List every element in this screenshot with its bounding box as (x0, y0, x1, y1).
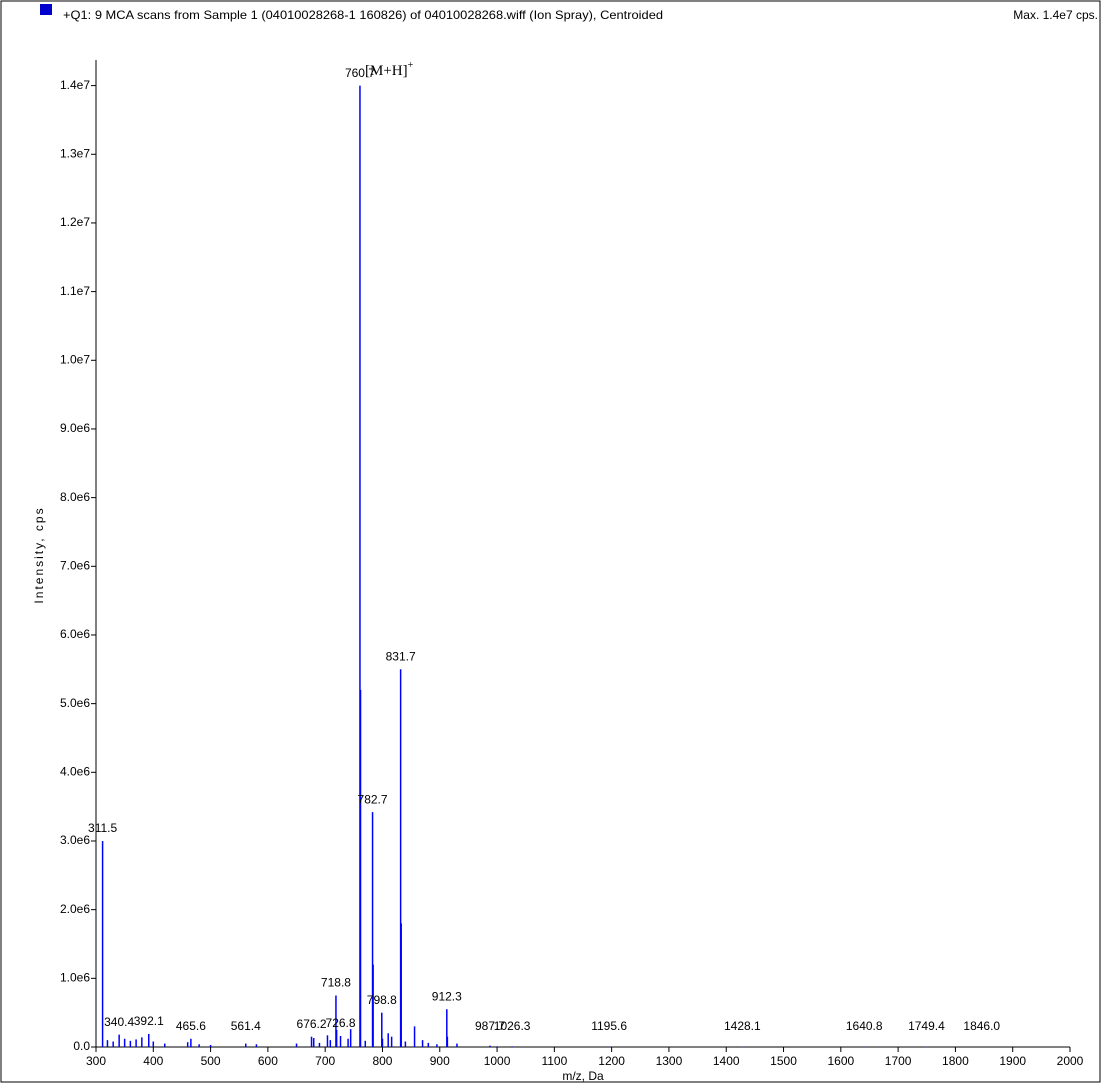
x-tick-label: 1400 (713, 1054, 740, 1068)
peak-label: 987.7 (475, 1019, 505, 1033)
x-tick-label: 1500 (770, 1054, 797, 1068)
x-tick-label: 500 (201, 1054, 221, 1068)
peak-label: 760.7 (345, 66, 375, 80)
y-tick-label: 1.1e7 (60, 284, 90, 298)
peak-label: 392.1 (134, 1014, 164, 1028)
y-tick-label: 1.4e7 (60, 78, 90, 92)
x-tick-label: 1300 (656, 1054, 683, 1068)
peak-label: 782.7 (358, 792, 388, 806)
peak-label: 1195.6 (591, 1019, 627, 1033)
x-tick-label: 2000 (1057, 1054, 1084, 1068)
legend-marker (40, 4, 52, 15)
annotation: [M+H]+ (365, 60, 414, 79)
y-tick-label: 1.0e7 (60, 352, 90, 366)
x-tick-label: 1700 (885, 1054, 912, 1068)
y-tick-label: 5.0e6 (60, 696, 90, 710)
y-tick-label: 9.0e6 (60, 421, 90, 435)
peak-label: 311.5 (88, 821, 117, 835)
peak-label: 340.4 (104, 1015, 134, 1029)
peak-label: 912.3 (432, 989, 462, 1003)
peak-label: 1640.8 (846, 1019, 883, 1033)
x-axis-title: m/z, Da (562, 1069, 604, 1083)
y-tick-label: 1.2e7 (60, 215, 90, 229)
peak-label: 1846.0 (963, 1019, 1000, 1033)
peak-label: 1428.1 (724, 1019, 761, 1033)
annotation-superscript: + (408, 60, 414, 71)
y-tick-label: 6.0e6 (60, 627, 90, 641)
x-tick-label: 1800 (942, 1054, 969, 1068)
y-tick-label: 1.0e6 (60, 971, 90, 985)
peak-label: 1749.4 (908, 1019, 945, 1033)
x-tick-label: 900 (430, 1054, 450, 1068)
peak-label: 676.2 (297, 1017, 327, 1031)
peak-label: 561.4 (231, 1019, 261, 1033)
y-tick-label: 1.3e7 (60, 146, 90, 160)
y-tick-label: 3.0e6 (60, 833, 90, 847)
peak-label: 718.8 (321, 976, 351, 990)
x-tick-label: 300 (86, 1054, 106, 1068)
max-label: Max. 1.4e7 cps. (1013, 8, 1098, 22)
x-tick-label: 1200 (598, 1054, 625, 1068)
peak-label: 798.8 (367, 993, 397, 1007)
x-tick-label: 400 (143, 1054, 163, 1068)
x-tick-label: 800 (372, 1054, 392, 1068)
y-tick-label: 8.0e6 (60, 490, 90, 504)
y-axis-title: Intensity, cps (32, 506, 46, 603)
y-tick-label: 0.0 (73, 1039, 90, 1053)
peak-label: 1026.3 (494, 1019, 531, 1033)
y-tick-label: 7.0e6 (60, 558, 90, 572)
y-tick-label: 4.0e6 (60, 764, 90, 778)
y-tick-label: 2.0e6 (60, 902, 90, 916)
x-tick-label: 1000 (484, 1054, 511, 1068)
peak-label: 465.6 (176, 1019, 206, 1033)
x-tick-label: 700 (315, 1054, 335, 1068)
peak-label: 726.8 (326, 1016, 356, 1030)
chart-title: +Q1: 9 MCA scans from Sample 1 (04010028… (63, 8, 663, 22)
annotation-text: [M+H] (365, 63, 408, 79)
x-tick-label: 600 (258, 1054, 278, 1068)
x-tick-label: 1100 (541, 1054, 567, 1068)
x-tick-label: 1900 (999, 1054, 1026, 1068)
peak-label: 831.7 (386, 649, 416, 663)
x-tick-label: 1600 (827, 1054, 854, 1068)
